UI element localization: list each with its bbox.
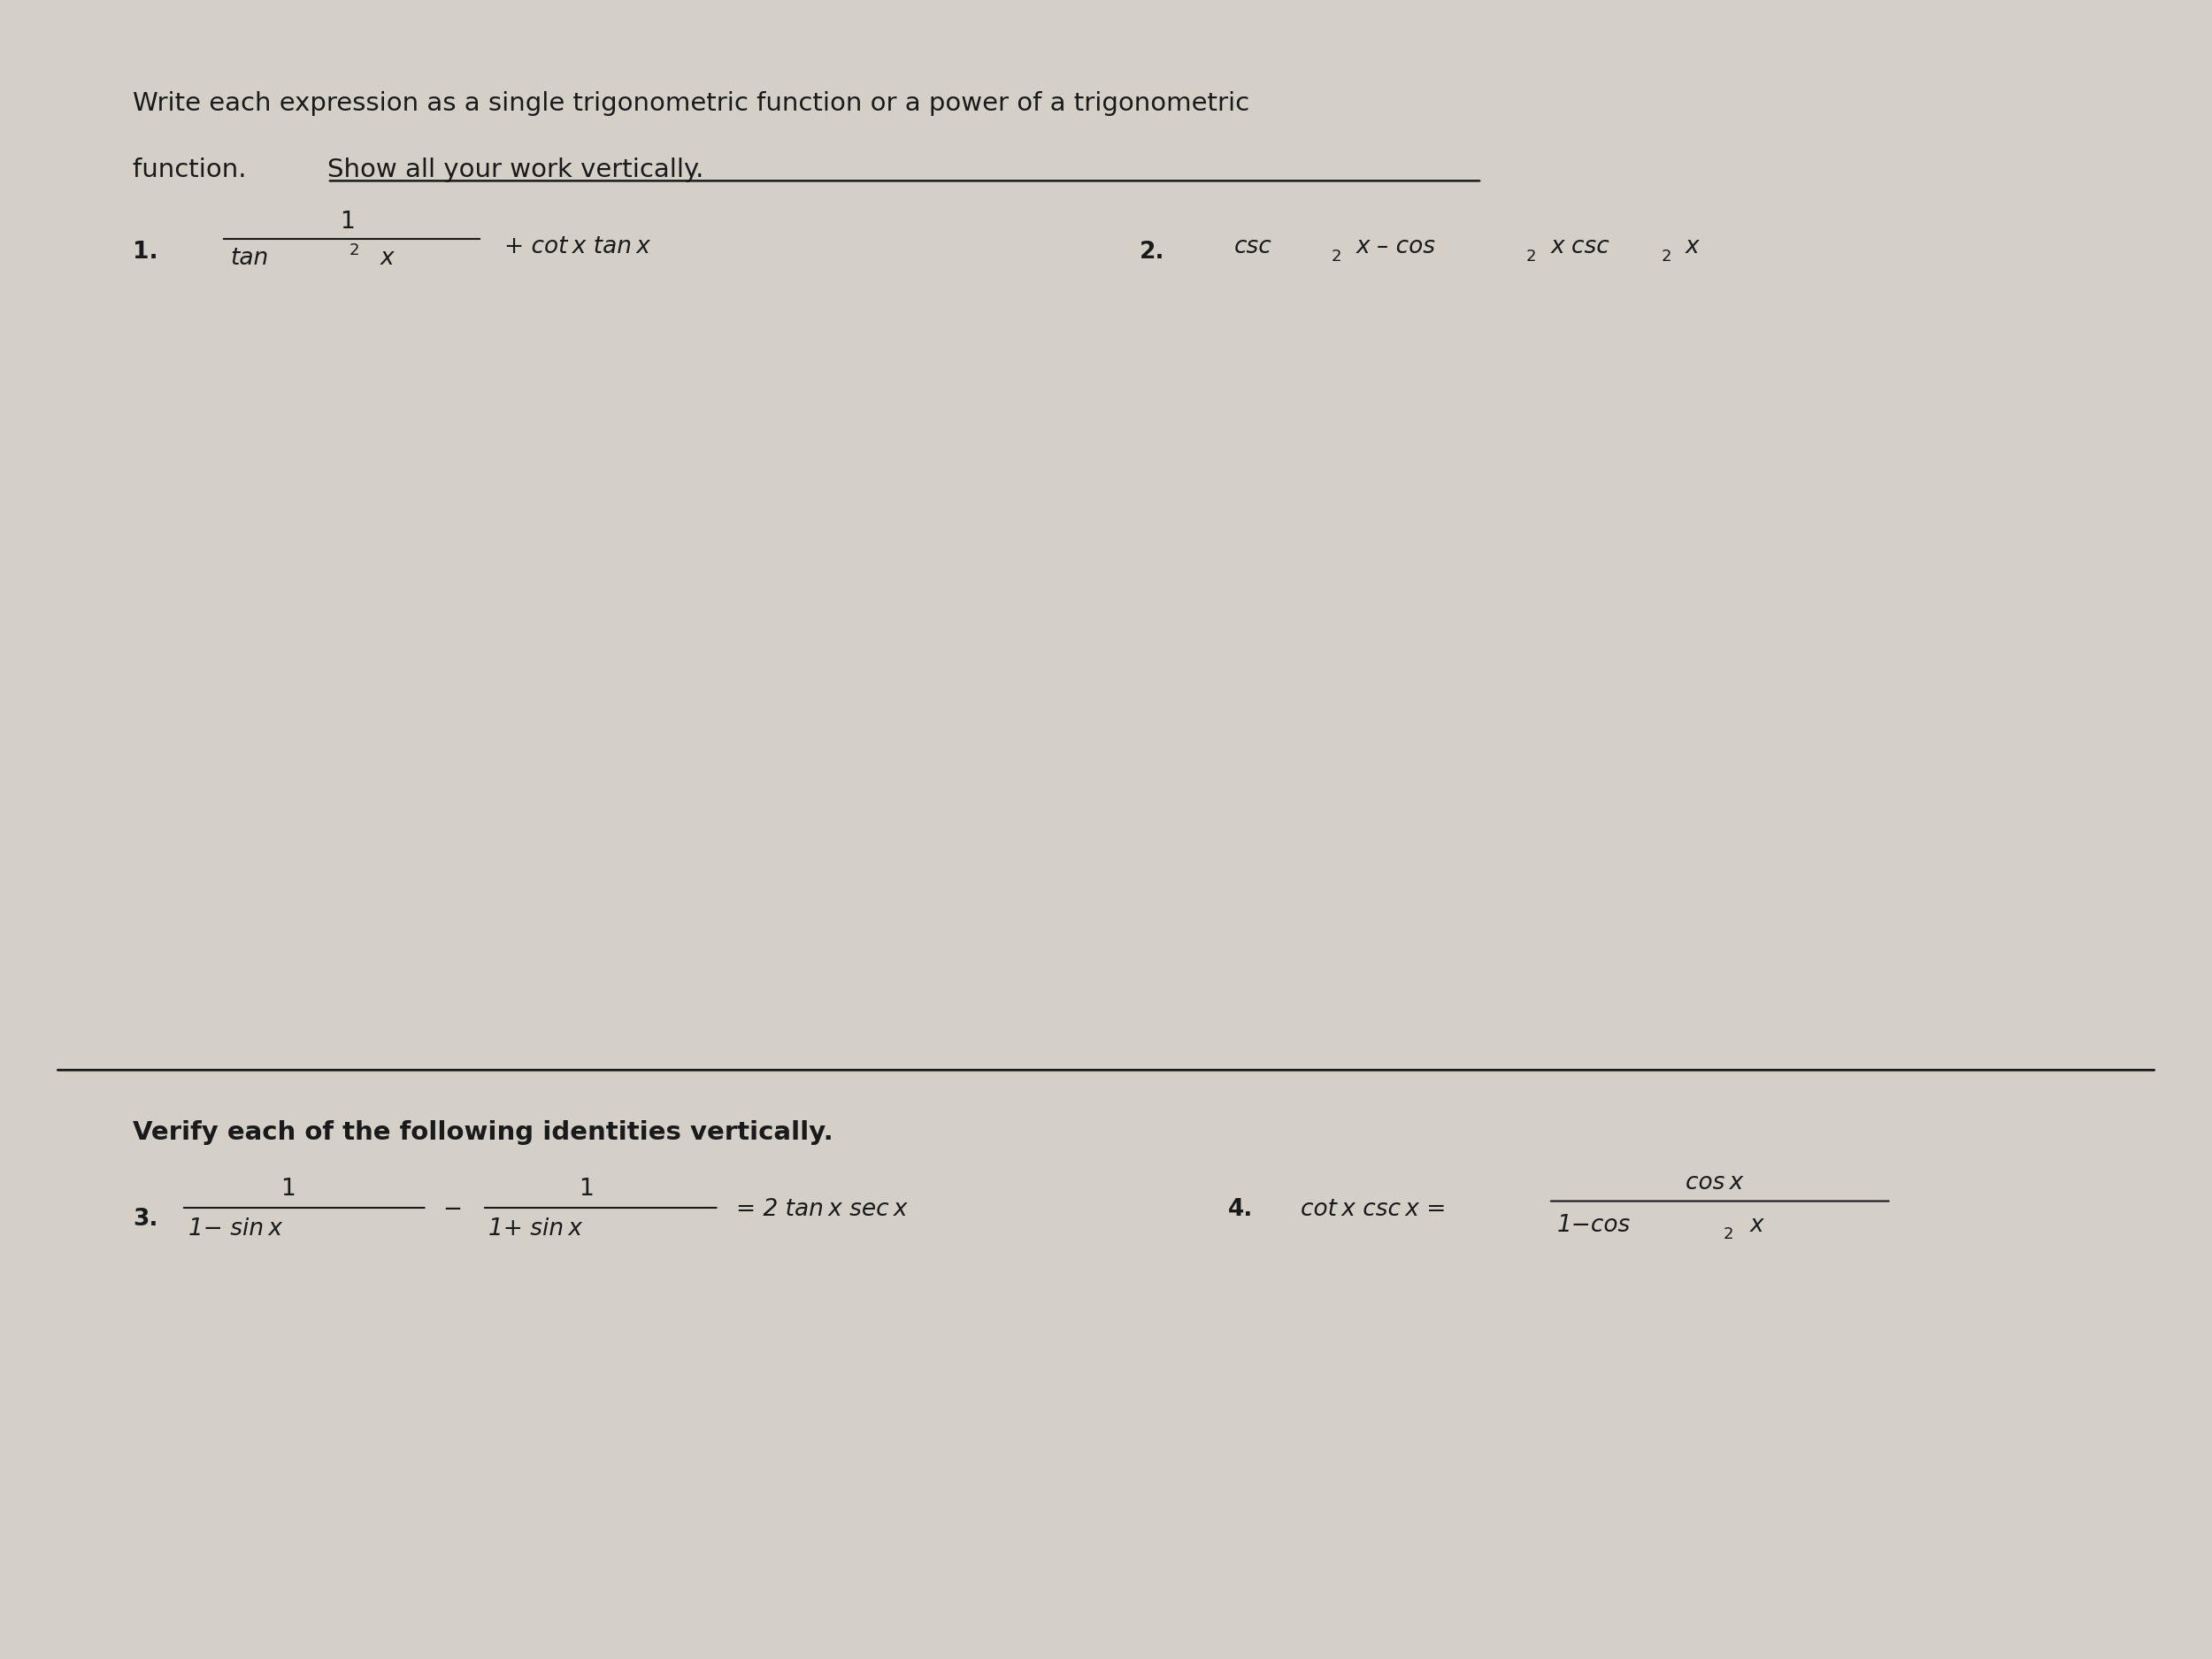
Text: 1− sin x: 1− sin x	[188, 1218, 281, 1241]
Text: 1+ sin x: 1+ sin x	[489, 1218, 582, 1241]
Text: csc: csc	[1234, 236, 1272, 259]
Text: Show all your work vertically.: Show all your work vertically.	[327, 158, 703, 182]
Text: x: x	[380, 247, 394, 270]
Text: 1: 1	[281, 1178, 294, 1201]
Text: 4.: 4.	[1228, 1198, 1252, 1221]
Text: 3.: 3.	[133, 1208, 157, 1231]
Text: function.: function.	[133, 158, 254, 182]
Text: −: −	[442, 1198, 462, 1221]
Text: 1−cos: 1−cos	[1557, 1214, 1630, 1238]
Text: 2: 2	[1332, 249, 1343, 265]
Text: 2: 2	[1661, 249, 1672, 265]
Text: cos x: cos x	[1686, 1171, 1743, 1194]
Text: 1: 1	[341, 211, 354, 234]
Text: 2: 2	[1526, 249, 1537, 265]
Text: 2.: 2.	[1139, 241, 1164, 264]
Text: x csc: x csc	[1551, 236, 1610, 259]
Text: Verify each of the following identities vertically.: Verify each of the following identities …	[133, 1120, 834, 1145]
Text: x: x	[1750, 1214, 1763, 1238]
Text: tan: tan	[230, 247, 268, 270]
Text: 2: 2	[349, 242, 361, 259]
Text: 2: 2	[1723, 1226, 1734, 1243]
Text: cot x csc x =: cot x csc x =	[1301, 1198, 1447, 1221]
Text: x – cos: x – cos	[1356, 236, 1436, 259]
Text: + cot x tan x: + cot x tan x	[504, 236, 650, 259]
Text: 1.: 1.	[133, 241, 157, 264]
Text: Write each expression as a single trigonometric function or a power of a trigono: Write each expression as a single trigon…	[133, 91, 1250, 116]
Text: 1: 1	[580, 1178, 593, 1201]
Text: = 2 tan x sec x: = 2 tan x sec x	[737, 1198, 907, 1221]
Text: x: x	[1686, 236, 1699, 259]
